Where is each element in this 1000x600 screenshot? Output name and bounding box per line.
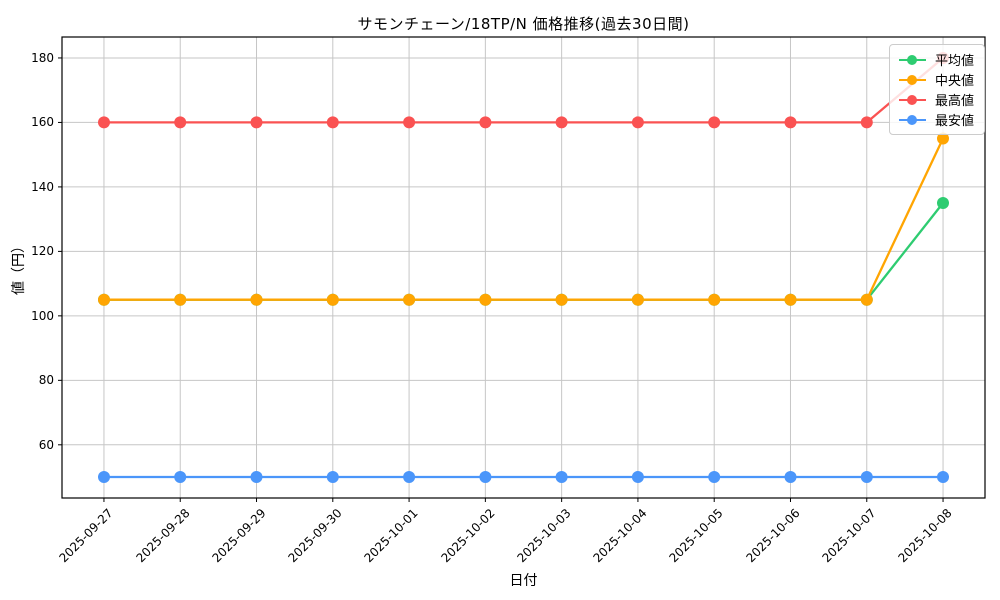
legend-label: 中央値 [934,74,974,89]
legend-item-max: 最高値 [898,90,974,109]
legend-line-sample [898,54,926,65]
series-marker-median [555,293,568,306]
series-marker-median [98,293,110,306]
series-marker-max [326,116,339,129]
series-marker-max [479,116,492,129]
legend-item-median: 中央値 [898,70,974,89]
series-marker-min [555,471,568,483]
series-marker-min [98,471,110,483]
legend-item-min: 最安値 [898,110,974,129]
legend-label: 最安値 [934,114,974,129]
series-marker-median [631,293,644,306]
series-marker-max [174,116,187,129]
series-marker-max [250,116,263,129]
legend-marker-icon [907,74,918,85]
series-marker-median [250,293,263,306]
series-marker-min [708,471,721,483]
legend-line-sample [898,114,926,125]
series-line-max [104,57,944,124]
series-marker-max [555,116,568,129]
y-tick-label: 160 [31,115,54,130]
series-marker-max [860,116,873,129]
series-marker-min [174,471,187,483]
x-axis-label: 日付 [509,573,538,589]
y-tick-label: 100 [31,308,54,323]
chart-title: サモンチェーン/18TP/N 価格推移(過去30日間) [357,15,690,33]
legend-line-sample [898,74,926,85]
series-marker-median [708,293,721,306]
series-marker-median [403,293,416,306]
series-marker-min [631,471,644,483]
series-marker-min [860,471,873,483]
legend-marker-icon [907,114,918,125]
legend-marker-icon [907,54,918,65]
series-marker-min [250,471,263,483]
series-marker-median [937,132,949,145]
legend-label: 平均値 [934,54,974,69]
series-marker-median [784,293,797,306]
series-marker-min [479,471,492,483]
series-marker-max [631,116,644,129]
y-tick-label: 80 [38,373,54,388]
series-line-median [104,138,945,301]
y-tick-label: 120 [31,244,54,259]
series-marker-max [403,116,416,129]
y-tick-label: 140 [31,179,54,194]
series-marker-min [937,471,949,483]
series-marker-max [784,116,797,129]
series-marker-median [479,293,492,306]
y-tick-label: 60 [38,437,54,452]
series-marker-max [98,116,110,129]
legend-item-average: 平均値 [898,50,974,69]
series-marker-min [326,471,339,483]
series-marker-median [860,293,873,306]
series-marker-median [326,293,339,306]
legend-label: 最高値 [934,94,974,109]
series-marker-median [174,293,187,306]
series-marker-average [937,197,949,209]
series-marker-min [784,471,797,483]
axes-frame [61,36,986,499]
series-marker-max [708,116,721,129]
legend-marker-icon [907,94,918,105]
legend: 平均値中央値最高値最安値 [888,44,985,135]
y-tick-label: 180 [31,50,54,65]
series-marker-min [403,471,416,483]
legend-line-sample [898,94,926,105]
